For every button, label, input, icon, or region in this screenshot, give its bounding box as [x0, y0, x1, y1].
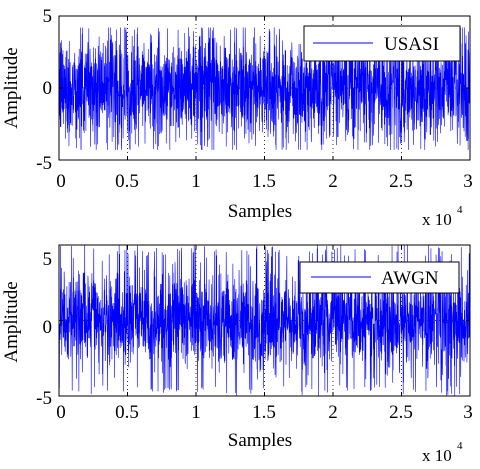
x-tick-label: 2	[328, 171, 338, 192]
legend-box	[299, 261, 460, 294]
x-multiplier-label: x 10	[422, 210, 452, 229]
x-tick-label: 0.5	[115, 402, 139, 423]
y-tick-label: -5	[36, 388, 52, 409]
x-tick-label: 1	[191, 171, 201, 192]
x-tick-label: 1.5	[252, 171, 276, 192]
x-tick-label: 0	[56, 171, 66, 192]
signal-trace	[58, 27, 471, 150]
x-tick-label: 3	[463, 402, 473, 423]
x-tick-label: 3	[463, 171, 473, 192]
x-multiplier-label: x 10	[422, 446, 452, 465]
chart-usasi: 5 0 -5 0 0.5 1 1.5 2 2.5 3 Samples Ampli…	[1, 6, 473, 229]
x-tick-label: 0	[56, 402, 66, 423]
y-tick-label: 0	[43, 317, 53, 338]
legend-label: AWGN	[381, 268, 439, 289]
x-tick-label: 0.5	[115, 171, 139, 192]
y-tick-label: -5	[36, 153, 52, 174]
y-axis-label: Amplitude	[1, 281, 22, 362]
x-tick-label: 2.5	[389, 402, 413, 423]
axis-ticks	[58, 15, 471, 161]
series-line	[58, 27, 471, 150]
signal-trace	[58, 244, 471, 397]
legend: USASI	[303, 25, 461, 62]
y-tick-label: 0	[43, 78, 53, 99]
x-axis-label: Samples	[228, 201, 292, 222]
legend: AWGN	[299, 261, 460, 294]
x-tick-label: 1.5	[252, 402, 276, 423]
legend-label: USASI	[384, 34, 439, 55]
x-tick-label: 2	[328, 402, 338, 423]
x-multiplier-exponent: 4	[457, 440, 463, 452]
series-line	[58, 244, 471, 397]
x-axis-label: Samples	[228, 430, 292, 451]
y-axis-label: Amplitude	[1, 47, 22, 128]
x-tick-label: 2.5	[389, 171, 413, 192]
y-tick-label: 5	[43, 6, 53, 27]
y-tick-label: 5	[43, 249, 53, 270]
axis-ticks	[58, 244, 471, 397]
x-multiplier-exponent: 4	[457, 204, 463, 216]
x-tick-label: 1	[191, 402, 201, 423]
chart-awgn: 5 0 -5 0 0.5 1 1.5 2 2.5 3 Samples Ampli…	[1, 244, 473, 465]
